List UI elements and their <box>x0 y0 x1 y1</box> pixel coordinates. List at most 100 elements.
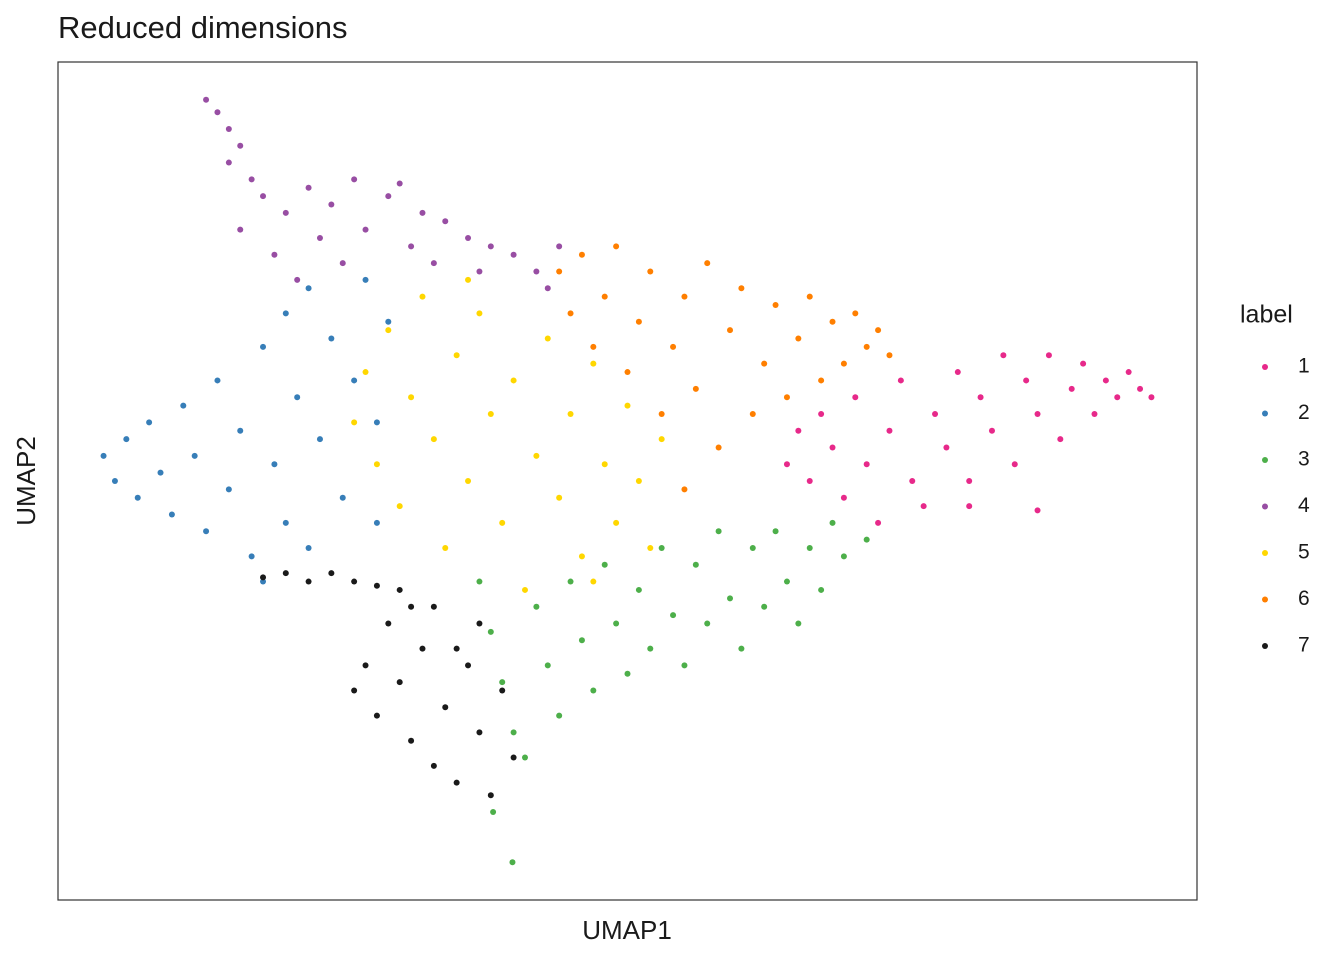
point <box>465 478 472 484</box>
point <box>430 436 437 443</box>
point <box>681 486 688 493</box>
point <box>829 444 836 451</box>
point <box>875 327 882 334</box>
point <box>476 310 483 317</box>
point <box>1000 352 1007 359</box>
point <box>225 126 232 133</box>
point <box>886 352 893 359</box>
point <box>829 318 836 325</box>
point <box>316 234 323 241</box>
point <box>567 310 574 317</box>
point <box>487 410 494 417</box>
point <box>738 285 745 292</box>
point <box>567 578 574 585</box>
point <box>727 327 734 334</box>
point <box>328 570 335 577</box>
point <box>977 394 984 401</box>
point <box>510 377 517 384</box>
point <box>111 478 118 484</box>
point <box>521 586 528 593</box>
point <box>487 792 494 799</box>
point <box>362 226 369 233</box>
point <box>521 754 528 761</box>
point <box>351 377 358 384</box>
point <box>419 293 426 300</box>
point <box>465 234 472 241</box>
point <box>362 276 369 283</box>
point <box>852 310 859 317</box>
x-axis-label: UMAP1 <box>582 915 672 945</box>
legend-swatch <box>1262 457 1268 463</box>
point <box>260 343 267 350</box>
point <box>795 620 802 627</box>
point <box>203 528 210 535</box>
point <box>624 670 631 677</box>
point <box>624 402 631 409</box>
point <box>499 687 506 694</box>
point <box>840 360 847 367</box>
point <box>818 586 825 593</box>
point <box>658 410 665 417</box>
point <box>408 737 415 744</box>
point <box>613 519 620 526</box>
point <box>658 545 665 552</box>
point <box>385 193 392 200</box>
point <box>214 377 221 384</box>
point <box>490 809 497 816</box>
point <box>271 461 278 468</box>
point <box>168 511 175 518</box>
point <box>260 193 267 200</box>
point <box>533 268 540 275</box>
point <box>920 503 927 510</box>
point <box>328 201 335 208</box>
point <box>305 184 312 191</box>
point <box>510 729 517 736</box>
point <box>191 452 198 459</box>
legend-label: 5 <box>1298 541 1310 564</box>
point <box>601 293 608 300</box>
legend-swatch <box>1262 643 1268 649</box>
legend-label: 6 <box>1298 587 1310 610</box>
point <box>601 561 608 568</box>
point <box>681 293 688 300</box>
point <box>442 704 449 711</box>
point <box>795 427 802 434</box>
point <box>373 582 380 589</box>
point <box>385 318 392 325</box>
point <box>487 243 494 250</box>
point <box>214 109 221 116</box>
point <box>373 519 380 526</box>
point <box>613 243 620 250</box>
point <box>840 553 847 560</box>
point <box>294 394 301 401</box>
point <box>408 243 415 250</box>
point <box>408 603 415 610</box>
point <box>385 327 392 334</box>
point <box>430 260 437 267</box>
point <box>681 662 688 669</box>
point <box>373 461 380 468</box>
point <box>533 452 540 459</box>
point <box>260 574 267 581</box>
point <box>590 687 597 694</box>
point <box>783 461 790 468</box>
point <box>954 369 961 376</box>
point <box>1148 394 1155 401</box>
point <box>886 427 893 434</box>
point <box>476 620 483 627</box>
panel-border <box>57 61 1198 901</box>
point <box>1068 385 1075 392</box>
point <box>647 545 654 552</box>
point <box>351 578 358 585</box>
point <box>988 427 995 434</box>
point <box>339 494 346 501</box>
point <box>362 662 369 669</box>
point <box>260 578 267 585</box>
point <box>578 637 585 644</box>
point <box>419 209 426 216</box>
point <box>715 444 722 451</box>
point <box>863 536 870 543</box>
point <box>818 410 825 417</box>
point <box>339 260 346 267</box>
